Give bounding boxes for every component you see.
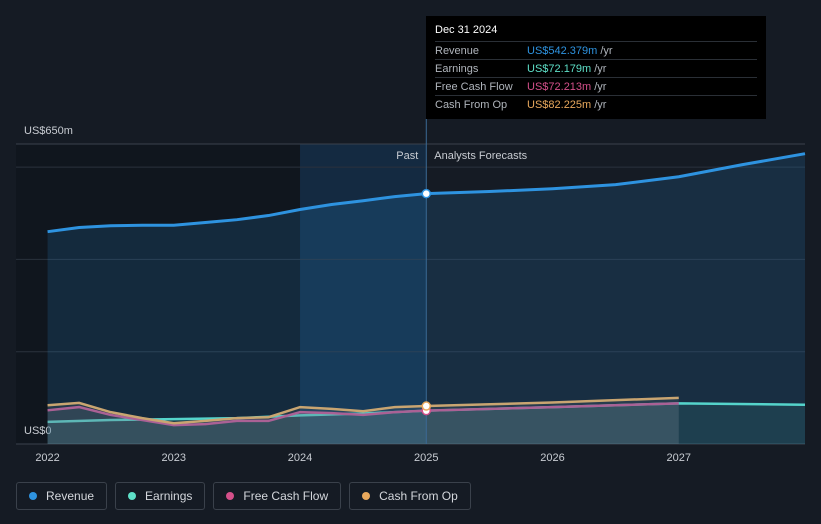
tooltip-row: Earnings US$72.179m/yr bbox=[435, 59, 757, 77]
past-label: Past bbox=[396, 150, 418, 162]
x-tick-label: 2027 bbox=[667, 452, 691, 464]
x-tick-label: 2023 bbox=[162, 452, 186, 464]
x-tick-label: 2026 bbox=[540, 452, 564, 464]
series-line bbox=[47, 396, 679, 425]
series-line bbox=[47, 152, 806, 234]
legend-item[interactable]: Cash From Op bbox=[349, 482, 471, 510]
legend-item[interactable]: Revenue bbox=[16, 482, 108, 510]
y-tick-label: US$0 bbox=[24, 425, 52, 437]
series-area bbox=[47, 397, 679, 444]
tooltip-value: US$542.379m bbox=[527, 44, 598, 57]
legend-dot bbox=[362, 492, 371, 500]
legend-label: Revenue bbox=[46, 489, 95, 503]
tooltip-label: Cash From Op bbox=[435, 98, 508, 111]
tooltip-value: US$72.179m bbox=[527, 62, 592, 75]
tooltip-row: Cash From Op US$82.225m/yr bbox=[435, 95, 757, 113]
legend-label: Cash From Op bbox=[379, 489, 458, 503]
legend-label: Free Cash Flow bbox=[243, 489, 329, 503]
tooltip-value: US$72.213m bbox=[527, 80, 592, 93]
x-tick-label: 2022 bbox=[35, 452, 59, 464]
legend: Revenue Earnings Free Cash Flow Cash From O… bbox=[16, 482, 471, 510]
tooltip-row: Free Cash Flow US$72.213m/yr bbox=[435, 77, 757, 95]
series-area bbox=[47, 403, 679, 444]
hover-dot bbox=[421, 188, 432, 199]
hover-dot bbox=[421, 401, 432, 411]
y-tick-label: US$650m bbox=[24, 125, 73, 137]
x-tick-label: 2025 bbox=[414, 452, 438, 464]
forecast-label: Analysts Forecasts bbox=[434, 150, 527, 162]
legend-dot bbox=[29, 492, 37, 500]
tooltip: Dec 31 2024 Revenue US$542.379m/yr Earning… bbox=[426, 16, 766, 119]
legend-item[interactable]: Earnings bbox=[115, 482, 206, 510]
tooltip-value: US$82.225m bbox=[527, 98, 592, 111]
tooltip-row: Revenue US$542.379m/yr bbox=[435, 41, 757, 59]
highlight-region bbox=[300, 144, 427, 444]
tooltip-unit: /yr bbox=[600, 44, 613, 57]
tooltip-unit: /yr bbox=[594, 98, 607, 111]
tooltip-unit: /yr bbox=[594, 80, 607, 93]
legend-item[interactable]: Free Cash Flow bbox=[213, 482, 342, 510]
legend-label: Earnings bbox=[145, 489, 193, 503]
tooltip-label: Earnings bbox=[435, 62, 479, 75]
tooltip-unit: /yr bbox=[594, 62, 607, 75]
legend-dot bbox=[128, 492, 137, 500]
legend-dot bbox=[226, 492, 235, 500]
tooltip-date: Dec 31 2024 bbox=[435, 24, 498, 36]
series-line bbox=[47, 402, 679, 427]
tooltip-label: Revenue bbox=[435, 44, 480, 57]
x-tick-label: 2024 bbox=[288, 452, 312, 464]
tooltip-label: Free Cash Flow bbox=[435, 80, 513, 93]
